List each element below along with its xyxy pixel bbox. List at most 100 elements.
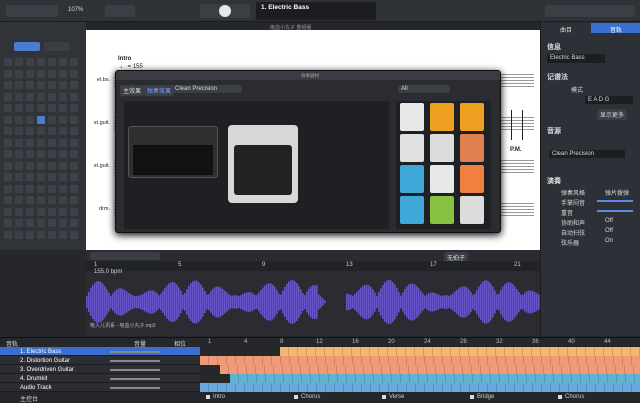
palette-icon[interactable] xyxy=(37,184,45,193)
palette-icon[interactable] xyxy=(70,184,78,193)
palette-icon[interactable] xyxy=(4,127,12,135)
palette-icon[interactable] xyxy=(70,150,78,158)
track-name[interactable]: Electric Bass xyxy=(547,54,605,63)
palette-icon[interactable] xyxy=(4,138,12,147)
palette-icon[interactable] xyxy=(15,127,23,135)
palette-icon[interactable] xyxy=(26,173,34,181)
palette-icon[interactable] xyxy=(15,219,23,227)
palette-icon[interactable] xyxy=(15,207,23,216)
palette-icon[interactable] xyxy=(4,104,12,112)
palette-icon[interactable] xyxy=(48,150,56,158)
sound-preset[interactable]: Clean Precision xyxy=(549,150,625,158)
inspector-tab[interactable]: 音轨 xyxy=(591,23,640,34)
palette-icon[interactable] xyxy=(4,92,12,101)
slider[interactable] xyxy=(597,210,633,212)
palette-icon[interactable] xyxy=(48,92,56,101)
palette-icon[interactable] xyxy=(59,173,67,181)
palette-icon[interactable] xyxy=(4,69,12,78)
palette-icon[interactable] xyxy=(48,81,56,89)
palette-icon[interactable] xyxy=(37,173,45,181)
volume-slider[interactable] xyxy=(110,387,160,389)
pedal-icon[interactable] xyxy=(460,196,484,224)
track-name[interactable]: Audio Track xyxy=(20,384,52,391)
pedal-icon[interactable] xyxy=(430,103,454,131)
palette-icon[interactable] xyxy=(26,138,34,147)
palette-icon[interactable] xyxy=(59,115,67,124)
pedal-icon[interactable] xyxy=(460,165,484,193)
palette-icon[interactable] xyxy=(37,219,45,227)
track-name[interactable]: 1. Electric Bass xyxy=(20,348,62,355)
palette-icon[interactable] xyxy=(4,230,12,239)
palette-icon[interactable] xyxy=(37,138,45,147)
palette-icon[interactable] xyxy=(15,69,23,78)
palette-icon[interactable] xyxy=(15,150,23,158)
palette-icon[interactable] xyxy=(15,104,23,112)
zoom[interactable]: 107% xyxy=(68,7,84,13)
palette-icon[interactable] xyxy=(70,92,78,101)
setting-value[interactable]: 弹片拨弹 xyxy=(605,191,630,197)
palette-icon[interactable] xyxy=(48,127,56,135)
palette-icon[interactable] xyxy=(37,58,45,66)
pedal-icon[interactable] xyxy=(400,134,424,162)
tab[interactable] xyxy=(44,42,70,51)
palette-icon[interactable] xyxy=(59,161,67,170)
palette-icon[interactable] xyxy=(4,173,12,181)
palette-icon[interactable] xyxy=(59,69,67,78)
palette-icon[interactable] xyxy=(15,161,23,170)
palette-icon[interactable] xyxy=(26,127,34,135)
right-tools[interactable] xyxy=(545,5,635,17)
undo-redo[interactable] xyxy=(105,5,135,17)
palette-icon[interactable] xyxy=(26,161,34,170)
palette-icon[interactable] xyxy=(4,207,12,216)
palette-icon[interactable] xyxy=(4,81,12,89)
palette-icon[interactable] xyxy=(59,92,67,101)
palette-icon[interactable] xyxy=(37,127,45,135)
pedal[interactable] xyxy=(228,125,298,203)
show-more[interactable]: 显示更多 xyxy=(597,109,628,120)
volume-slider[interactable] xyxy=(110,351,160,353)
palette-icon[interactable] xyxy=(37,230,45,239)
effects-tab[interactable]: 主效果 xyxy=(120,85,145,96)
timeline-tools[interactable] xyxy=(90,252,160,260)
palette-icon[interactable] xyxy=(48,58,56,66)
palette-icon[interactable] xyxy=(37,92,45,101)
track-row[interactable] xyxy=(0,365,200,374)
palette-icon[interactable] xyxy=(15,230,23,239)
palette-icon[interactable] xyxy=(26,92,34,101)
palette-icon[interactable] xyxy=(59,81,67,89)
palette-icon[interactable] xyxy=(4,58,12,66)
palette-icon[interactable] xyxy=(59,104,67,112)
pedal-icon[interactable] xyxy=(460,134,484,162)
palette-icon[interactable] xyxy=(26,81,34,89)
palette-icon[interactable] xyxy=(48,115,56,124)
palette-icon[interactable] xyxy=(59,127,67,135)
palette-icon[interactable] xyxy=(37,207,45,216)
palette-icon[interactable] xyxy=(37,150,45,158)
palette-icon[interactable] xyxy=(59,150,67,158)
effects-filter[interactable]: All xyxy=(398,85,450,93)
volume-slider[interactable] xyxy=(110,378,160,380)
track-row[interactable] xyxy=(0,383,200,392)
palette-icon[interactable] xyxy=(4,219,12,227)
pedal-icon[interactable] xyxy=(430,165,454,193)
amp[interactable] xyxy=(128,126,218,178)
pedal-icon[interactable] xyxy=(460,103,484,131)
pedal-icon[interactable] xyxy=(400,103,424,131)
palette-icon[interactable] xyxy=(4,115,12,124)
beat-mode[interactable]: 无拍子 xyxy=(444,252,469,263)
palette-icon[interactable] xyxy=(70,207,78,216)
palette-icon[interactable] xyxy=(15,138,23,147)
palette-icon[interactable] xyxy=(37,161,45,170)
palette-icon[interactable] xyxy=(26,150,34,158)
palette-icon[interactable] xyxy=(70,104,78,112)
palette-icon[interactable] xyxy=(59,58,67,66)
track-row[interactable] xyxy=(0,374,200,383)
palette-icon[interactable] xyxy=(15,58,23,66)
track-row[interactable] xyxy=(0,356,200,365)
palette-icon[interactable] xyxy=(48,138,56,147)
palette-icon[interactable] xyxy=(4,196,12,204)
palette-icon[interactable] xyxy=(48,184,56,193)
palette-icon[interactable] xyxy=(26,230,34,239)
palette-icon[interactable] xyxy=(59,138,67,147)
palette-icon[interactable] xyxy=(37,69,45,78)
